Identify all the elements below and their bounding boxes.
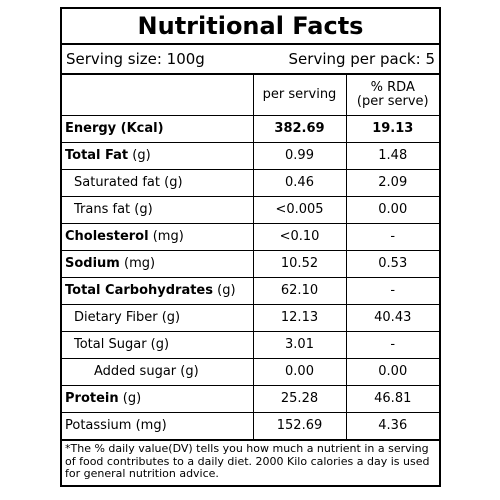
nutrient-name: Added sugar (g) [62,358,254,386]
rda-value: 1.48 [345,142,439,170]
rda-value: 0.53 [345,250,439,278]
nutrition-facts-panel: Nutritional Facts Serving size: 100g Ser… [60,7,441,487]
rda-value: - [345,277,439,305]
nutrient-name: Sodium (mg) [62,250,254,278]
table-row: Saturated fat (g) 0.46 2.09 [62,169,439,197]
table-row: Total Sugar (g) 3.01 - [62,331,439,359]
nutrient-name: Protein (g) [62,385,254,413]
per-serving-value: 12.13 [252,304,347,332]
nutrient-name: Total Sugar (g) [62,331,254,359]
nutrient-label: Sodium [65,256,120,271]
table-row: Added sugar (g) 0.00 0.00 [62,358,439,386]
rda-value: 0.00 [345,196,439,224]
per-serving-value: 25.28 [252,385,347,413]
serving-per-pack: Serving per pack: 5 [288,50,435,68]
per-serving-value: <0.005 [252,196,347,224]
rda-value: - [345,223,439,251]
table-header-row: per serving % RDA (per serve) [62,75,439,116]
rda-value: 19.13 [345,115,439,143]
per-serving-value: 0.99 [252,142,347,170]
nutrient-unit: (mg) [119,256,156,271]
table-row: Total Carbohydrates (g) 62.10 - [62,277,439,305]
per-serving-value: 382.69 [252,115,347,143]
per-serving-value: 3.01 [252,331,347,359]
nutrient-name: Saturated fat (g) [62,169,254,197]
nutrient-unit: (g) [118,391,142,406]
nutrient-name: Total Carbohydrates (g) [62,277,254,305]
nutrient-label: Protein [65,391,119,406]
serving-size: Serving size: 100g [66,50,205,68]
rda-value: 4.36 [345,412,439,440]
per-serving-value: 10.52 [252,250,347,278]
table-row: Total Fat (g) 0.99 1.48 [62,142,439,170]
nutrition-table: per serving % RDA (per serve) Energy (Kc… [62,75,439,440]
header-rda: % RDA (per serve) [345,75,439,116]
nutrient-label: Total Fat [65,148,129,163]
per-serving-value: <0.10 [252,223,347,251]
footnote: *The % daily value(DV) tells you how muc… [62,440,439,483]
nutrient-name: Total Fat (g) [62,142,254,170]
header-blank-cell [62,75,254,116]
panel-title: Nutritional Facts [62,9,439,45]
nutrient-label: Cholesterol [65,229,149,244]
rda-value: 46.81 [345,385,439,413]
nutrient-name: Trans fat (g) [62,196,254,224]
header-per-serving: per serving [252,75,347,116]
table-row: Potassium (mg) 152.69 4.36 [62,412,439,440]
table-row: Energy (Kcal) 382.69 19.13 [62,115,439,143]
rda-value: 0.00 [345,358,439,386]
rda-value: - [345,331,439,359]
nutrient-name: Cholesterol (mg) [62,223,254,251]
table-row: Cholesterol (mg) <0.10 - [62,223,439,251]
nutrient-unit: (g) [128,148,151,163]
table-row: Sodium (mg) 10.52 0.53 [62,250,439,278]
nutrient-name: Dietary Fiber (g) [62,304,254,332]
nutrient-unit: (mg) [148,229,184,244]
header-rda-line1: % RDA [370,80,415,95]
table-row: Trans fat (g) <0.005 0.00 [62,196,439,224]
per-serving-value: 0.00 [252,358,347,386]
serving-info: Serving size: 100g Serving per pack: 5 [62,45,439,75]
per-serving-value: 152.69 [252,412,347,440]
per-serving-value: 62.10 [252,277,347,305]
nutrient-name: Potassium (mg) [62,412,254,440]
rda-value: 2.09 [345,169,439,197]
nutrient-label: Total Carbohydrates [65,283,213,298]
nutrient-name: Energy (Kcal) [62,115,254,143]
rda-value: 40.43 [345,304,439,332]
nutrient-unit: (g) [213,283,236,298]
header-rda-line2: (per serve) [356,94,429,109]
table-row: Dietary Fiber (g) 12.13 40.43 [62,304,439,332]
per-serving-value: 0.46 [252,169,347,197]
table-row: Protein (g) 25.28 46.81 [62,385,439,413]
